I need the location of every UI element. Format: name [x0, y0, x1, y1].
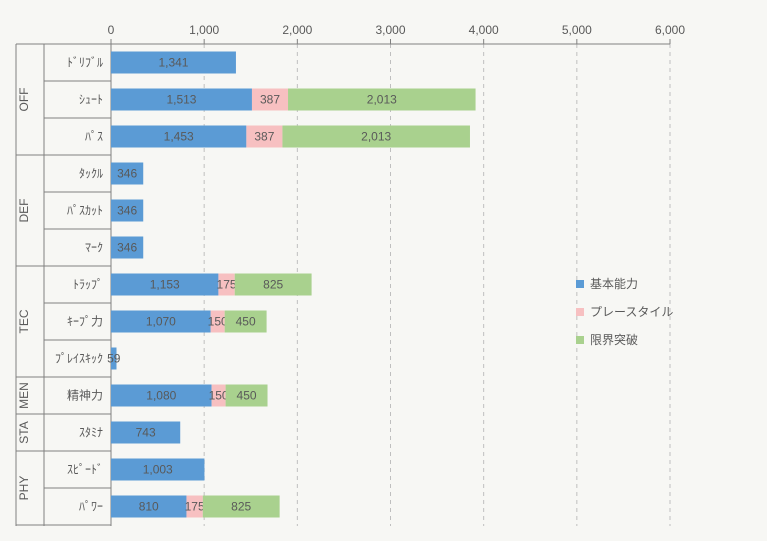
x-tick-label: 2,000: [282, 23, 312, 37]
bar-label-base: 1,153: [150, 278, 180, 292]
x-tick-label: 5,000: [562, 23, 592, 37]
bar-label-base: 346: [117, 241, 137, 255]
group-label: OFF: [17, 88, 31, 112]
group-label: TEC: [17, 309, 31, 333]
legend-swatch-style: [576, 308, 584, 316]
legend-swatch-break: [576, 336, 584, 344]
row-label: ﾄﾞﾘﾌﾞﾙ: [67, 56, 103, 70]
stats-chart: 0 1,000 2,000 3,000 4,000 5,000 6,000 OFF ﾄﾞﾘﾌﾞﾙ…: [0, 0, 767, 541]
bar-label-base: 1,070: [146, 315, 176, 329]
bar-label-style: 387: [260, 93, 280, 107]
legend-label-style: プレースタイル: [590, 305, 673, 319]
group-label: STA: [17, 421, 31, 443]
bar-label-base: 1,341: [158, 56, 188, 70]
group-label: DEF: [17, 199, 31, 223]
bar-label-break: 450: [236, 315, 256, 329]
row-label: ﾊﾟｽｶｯﾄ: [67, 204, 103, 218]
legend-swatch-base: [576, 280, 584, 288]
bar-label-style: 175: [217, 278, 237, 292]
chart-svg: 0 1,000 2,000 3,000 4,000 5,000 6,000 OFF ﾄﾞﾘﾌﾞﾙ…: [0, 0, 767, 541]
row-label: ﾀｯｸﾙ: [79, 167, 103, 181]
bar-label-break: 825: [263, 278, 283, 292]
group-label: PHY: [17, 476, 31, 501]
x-tick-label: 6,000: [655, 23, 685, 37]
bar-label-break: 825: [231, 500, 251, 514]
x-tick-label: 0: [108, 23, 115, 37]
bar-label-base: 1,453: [164, 130, 194, 144]
row-label: ﾌﾟﾚｲｽｷｯｸ: [55, 352, 103, 366]
row-label: ｼｭｰﾄ: [79, 93, 103, 107]
bar-label-base: 810: [139, 500, 159, 514]
row-label: ﾄﾗｯﾌﾟ: [73, 278, 103, 292]
x-tick-label: 3,000: [375, 23, 405, 37]
group-label: MEN: [17, 382, 31, 409]
bar-label-base: 1,080: [146, 389, 176, 403]
legend-label-break: 限界突破: [590, 332, 638, 347]
row-label: 精神力: [67, 389, 103, 403]
x-tick-label: 4,000: [469, 23, 499, 37]
row-label: ﾊﾟｽ: [85, 130, 103, 144]
row-label: ｽﾀﾐﾅ: [79, 426, 103, 440]
bar-label-break: 450: [237, 389, 257, 403]
bar-label-base: 1,513: [166, 93, 196, 107]
x-tick-label: 1,000: [189, 23, 219, 37]
bar-label-base: 59: [107, 352, 121, 366]
bar-label-base: 743: [136, 426, 156, 440]
bar-label-break: 2,013: [361, 130, 391, 144]
row-label: ｽﾋﾟｰﾄﾞ: [67, 463, 103, 477]
row-label: ｷｰﾌﾟ力: [67, 315, 103, 329]
bar-label-style: 175: [185, 500, 205, 514]
bar-label-base: 346: [117, 204, 137, 218]
bar-label-style: 387: [254, 130, 274, 144]
row-label: ﾊﾟﾜｰ: [79, 500, 103, 514]
bar-label-break: 2,013: [367, 93, 397, 107]
bar-label-base: 346: [117, 167, 137, 181]
row-label: ﾏｰｸ: [85, 241, 103, 255]
bar-label-base: 1,003: [143, 463, 173, 477]
legend-label-base: 基本能力: [590, 277, 638, 291]
